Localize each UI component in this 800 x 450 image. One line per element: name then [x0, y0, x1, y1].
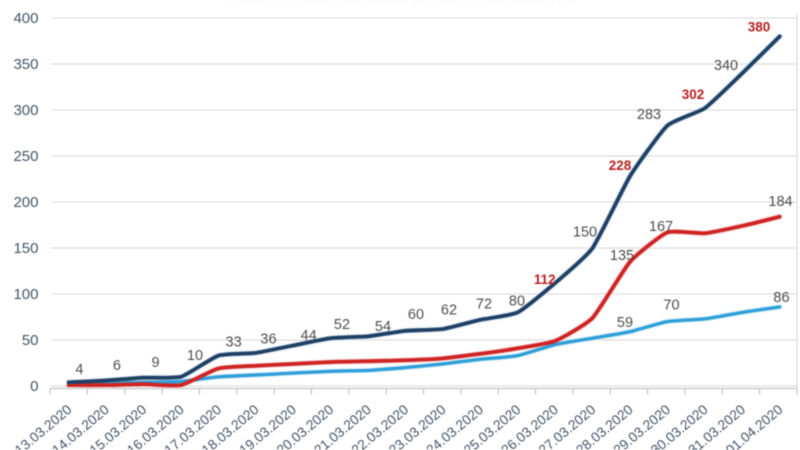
svg-text:6: 6: [113, 358, 121, 374]
svg-text:72: 72: [476, 297, 492, 313]
svg-text:52: 52: [334, 317, 350, 333]
svg-text:50: 50: [22, 332, 39, 349]
svg-text:44: 44: [301, 328, 317, 344]
svg-text:10: 10: [187, 348, 203, 364]
svg-text:59: 59: [617, 315, 633, 331]
svg-text:4: 4: [75, 362, 83, 378]
svg-text:112: 112: [534, 272, 556, 287]
svg-text:100: 100: [13, 286, 38, 303]
svg-text:36: 36: [260, 331, 276, 347]
svg-text:Vkupno registrirani slucai po: Vkupno registrirani slucai po denovi kum…: [224, 0, 576, 7]
svg-text:150: 150: [13, 240, 38, 257]
svg-text:86: 86: [773, 290, 789, 306]
svg-text:54: 54: [375, 319, 391, 335]
svg-text:350: 350: [13, 56, 38, 73]
svg-text:150: 150: [573, 225, 597, 241]
svg-text:300: 300: [13, 102, 38, 119]
svg-text:302: 302: [682, 87, 705, 102]
svg-text:80: 80: [509, 294, 525, 310]
svg-text:228: 228: [609, 158, 632, 173]
svg-text:70: 70: [663, 297, 679, 313]
svg-text:167: 167: [649, 219, 673, 235]
svg-text:380: 380: [748, 19, 771, 34]
svg-text:135: 135: [610, 248, 634, 264]
svg-text:33: 33: [226, 334, 242, 350]
svg-text:62: 62: [441, 303, 457, 319]
svg-text:184: 184: [768, 194, 792, 210]
svg-text:9: 9: [152, 355, 160, 371]
svg-text:60: 60: [408, 307, 424, 323]
svg-text:200: 200: [13, 194, 38, 211]
svg-text:0: 0: [30, 378, 38, 395]
svg-text:400: 400: [13, 10, 38, 27]
svg-text:283: 283: [637, 107, 661, 123]
svg-text:250: 250: [13, 148, 38, 165]
svg-text:340: 340: [714, 58, 738, 74]
